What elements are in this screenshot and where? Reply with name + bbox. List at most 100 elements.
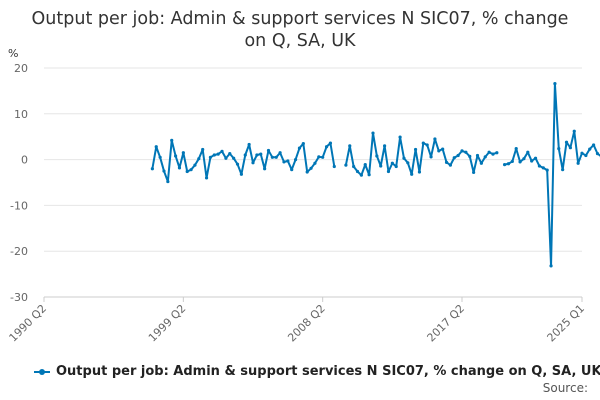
data-point[interactable] bbox=[452, 156, 456, 160]
data-point[interactable] bbox=[201, 147, 205, 152]
data-point[interactable] bbox=[332, 164, 336, 169]
legend[interactable]: Output per job: Admin & support services… bbox=[34, 364, 600, 379]
data-point[interactable] bbox=[170, 138, 174, 142]
data-point[interactable] bbox=[568, 146, 572, 150]
data-point[interactable] bbox=[390, 161, 394, 165]
data-point[interactable] bbox=[588, 147, 592, 151]
data-point[interactable] bbox=[406, 161, 410, 165]
data-point[interactable] bbox=[448, 163, 452, 167]
data-point[interactable] bbox=[352, 164, 356, 169]
data-point[interactable] bbox=[162, 169, 166, 173]
data-point[interactable] bbox=[417, 170, 422, 174]
data-point[interactable] bbox=[456, 153, 460, 158]
data-point[interactable] bbox=[367, 173, 371, 177]
data-point[interactable] bbox=[375, 154, 379, 158]
data-point[interactable] bbox=[355, 169, 360, 174]
data-point[interactable] bbox=[266, 148, 271, 153]
data-point[interactable] bbox=[317, 155, 321, 159]
data-point[interactable] bbox=[398, 135, 402, 139]
data-point[interactable] bbox=[491, 152, 495, 156]
data-point[interactable] bbox=[154, 145, 158, 149]
data-point[interactable] bbox=[286, 159, 290, 163]
data-point[interactable] bbox=[495, 151, 499, 155]
data-point[interactable] bbox=[255, 153, 259, 157]
data-point[interactable] bbox=[386, 169, 391, 174]
data-point[interactable] bbox=[464, 150, 468, 154]
data-point[interactable] bbox=[305, 170, 309, 174]
data-point[interactable] bbox=[595, 152, 600, 156]
data-point[interactable] bbox=[290, 168, 294, 172]
data-point[interactable] bbox=[561, 168, 565, 172]
data-point[interactable] bbox=[425, 143, 429, 147]
data-point[interactable] bbox=[251, 161, 255, 165]
data-point[interactable] bbox=[441, 147, 445, 151]
data-point[interactable] bbox=[421, 141, 425, 145]
data-point[interactable] bbox=[158, 155, 162, 159]
data-point[interactable] bbox=[150, 167, 154, 171]
data-point[interactable] bbox=[530, 159, 534, 163]
data-point[interactable] bbox=[232, 156, 236, 160]
data-point[interactable] bbox=[328, 141, 333, 145]
data-point[interactable] bbox=[584, 153, 588, 158]
data-point[interactable] bbox=[526, 150, 530, 154]
data-point[interactable] bbox=[437, 149, 441, 153]
data-point[interactable] bbox=[383, 144, 387, 148]
data-point[interactable] bbox=[572, 129, 576, 133]
data-point[interactable] bbox=[359, 173, 363, 177]
data-point[interactable] bbox=[309, 166, 313, 170]
data-point[interactable] bbox=[181, 151, 185, 155]
data-point[interactable] bbox=[429, 155, 433, 159]
data-point[interactable] bbox=[533, 156, 538, 160]
data-point[interactable] bbox=[166, 179, 170, 184]
data-point[interactable] bbox=[263, 167, 267, 171]
data-point[interactable] bbox=[553, 81, 557, 86]
data-point[interactable] bbox=[243, 153, 247, 157]
data-point[interactable] bbox=[475, 153, 480, 158]
data-point[interactable] bbox=[502, 163, 507, 167]
data-point[interactable] bbox=[487, 150, 491, 154]
data-point[interactable] bbox=[557, 147, 561, 151]
data-point[interactable] bbox=[413, 147, 418, 152]
data-point[interactable] bbox=[541, 166, 545, 170]
data-point[interactable] bbox=[247, 142, 251, 147]
data-point[interactable] bbox=[208, 155, 213, 159]
data-point[interactable] bbox=[460, 149, 464, 153]
data-point[interactable] bbox=[344, 163, 348, 167]
data-point[interactable] bbox=[278, 151, 282, 155]
data-point[interactable] bbox=[270, 155, 274, 159]
data-point[interactable] bbox=[313, 161, 317, 165]
data-point[interactable] bbox=[293, 158, 298, 162]
data-point[interactable] bbox=[274, 155, 278, 159]
data-point[interactable] bbox=[518, 160, 522, 164]
data-point[interactable] bbox=[483, 155, 487, 159]
data-point[interactable] bbox=[545, 168, 549, 172]
data-point[interactable] bbox=[174, 154, 178, 158]
data-point[interactable] bbox=[522, 157, 526, 161]
data-point[interactable] bbox=[510, 159, 514, 164]
data-point[interactable] bbox=[394, 164, 398, 169]
data-point[interactable] bbox=[212, 153, 216, 157]
data-point[interactable] bbox=[193, 163, 197, 167]
data-point[interactable] bbox=[580, 151, 584, 155]
data-point[interactable] bbox=[235, 162, 240, 166]
data-point[interactable] bbox=[549, 264, 553, 268]
data-point[interactable] bbox=[576, 161, 580, 165]
data-point[interactable] bbox=[324, 145, 329, 149]
data-point[interactable] bbox=[177, 166, 182, 170]
data-point[interactable] bbox=[433, 137, 437, 141]
data-point[interactable] bbox=[321, 155, 325, 159]
data-point[interactable] bbox=[216, 152, 220, 156]
data-point[interactable] bbox=[224, 156, 228, 160]
data-point[interactable] bbox=[479, 161, 483, 165]
data-point[interactable] bbox=[514, 147, 518, 151]
data-point[interactable] bbox=[301, 141, 305, 146]
data-point[interactable] bbox=[228, 152, 232, 156]
data-point[interactable] bbox=[204, 176, 209, 180]
data-point[interactable] bbox=[197, 157, 201, 161]
data-point[interactable] bbox=[564, 140, 569, 144]
data-point[interactable] bbox=[239, 172, 243, 176]
data-point[interactable] bbox=[592, 143, 596, 147]
data-point[interactable] bbox=[537, 164, 542, 168]
data-point[interactable] bbox=[297, 146, 302, 150]
data-point[interactable] bbox=[444, 160, 449, 164]
